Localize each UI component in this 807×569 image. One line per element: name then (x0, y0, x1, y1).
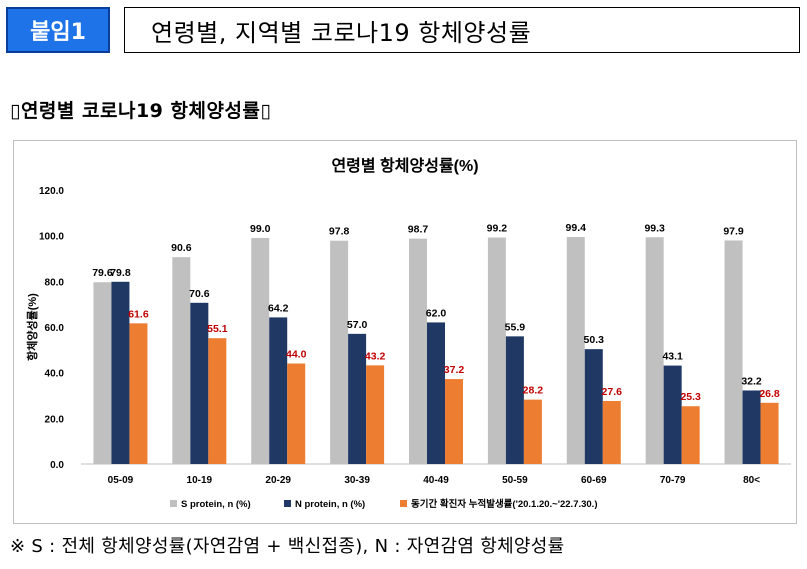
n-protein-bar (427, 322, 445, 464)
x-tick-label: 70-79 (660, 475, 686, 486)
cumulative-incidence-data-label: 28.2 (523, 385, 544, 397)
s-protein-bar (645, 237, 664, 464)
cumulative-incidence-bar (129, 323, 148, 464)
s-protein-legend-label: S protein, n (%) (181, 499, 251, 510)
n-protein-legend-label: N protein, n (%) (295, 499, 365, 510)
n-protein-bar (742, 390, 761, 464)
n-protein-data-label: 57.0 (347, 319, 368, 331)
n-protein-data-label: 32.2 (741, 375, 762, 387)
x-tick-label: 20-29 (265, 475, 291, 486)
s-protein-bar (172, 257, 191, 464)
x-tick-label: 50-59 (502, 475, 528, 486)
n-protein-bar (505, 336, 524, 464)
n-protein-data-label: 79.8 (110, 267, 131, 279)
s-protein-bar (251, 237, 270, 464)
cumulative-incidence-bar (681, 406, 700, 464)
s-protein-data-label: 90.6 (171, 242, 192, 254)
footnote: ※ S : 전체 항체양성률(자연감염 + 백신접종), N : 자연감염 항체… (10, 536, 565, 557)
cumulative-incidence-data-label: 55.1 (207, 323, 228, 335)
cumulative-incidence-data-label: 37.2 (444, 364, 465, 376)
s-protein-bar (409, 238, 427, 464)
cumulative-incidence-data-label: 26.8 (759, 388, 780, 400)
x-tick-label: 80< (743, 475, 760, 486)
s-protein-data-label: 99.2 (487, 222, 508, 234)
y-tick-label: 0.0 (50, 460, 64, 471)
section-subtitle: ▯연령별 코로나19 항체양성률▯ (10, 100, 272, 122)
y-tick-label: 40.0 (45, 369, 65, 380)
cumulative-incidence-bar (760, 402, 779, 464)
cumulative-incidence-data-label: 61.6 (128, 308, 149, 320)
cumulative-incidence-bar (366, 365, 385, 464)
appendix-badge: 붙임1 (6, 7, 110, 53)
x-tick-label: 10-19 (187, 475, 213, 486)
x-tick-label: 40-49 (423, 475, 449, 486)
cumulative-incidence-bar (287, 363, 306, 464)
n-protein-data-label: 62.0 (426, 307, 447, 319)
chart-title: 연령별 항체양성률(%) (331, 156, 478, 175)
n-protein-bar (111, 281, 130, 464)
s-protein-data-label: 99.4 (566, 222, 587, 234)
s-protein-bar (487, 237, 506, 464)
cumulative-incidence-bar (445, 379, 463, 464)
n-protein-data-label: 50.3 (584, 334, 605, 346)
cumulative-incidence-data-label: 44.0 (286, 349, 307, 361)
n-protein-bar (269, 317, 288, 464)
cumulative-incidence-data-label: 27.6 (602, 386, 623, 398)
s-protein-bar (566, 237, 585, 464)
s-protein-data-label: 97.8 (329, 226, 350, 238)
y-tick-label: 120.0 (39, 186, 64, 197)
chart-frame: 연령별 항체양성률(%) 항체양성률(%) 0.0 20.0 40.0 60.0 80.0 1… (13, 140, 797, 524)
s-protein-data-label: 99.3 (644, 222, 665, 234)
s-protein-bar (330, 240, 349, 464)
s-protein-bar (724, 240, 743, 464)
cumulative-incidence-bar (208, 338, 227, 464)
s-protein-data-label: 99.0 (250, 223, 271, 235)
y-tick-label: 20.0 (45, 414, 65, 425)
s-protein-data-label: 98.7 (408, 224, 429, 236)
x-tick-label: 60-69 (581, 475, 607, 486)
y-tick-label: 80.0 (45, 277, 65, 288)
cumulative-incidence-data-label: 43.2 (365, 350, 386, 362)
x-tick-label: 30-39 (344, 475, 370, 486)
n-protein-bar (663, 365, 682, 464)
bar-chart: 연령별 항체양성률(%) 항체양성률(%) 0.0 20.0 40.0 60.0 80.0 1… (25, 156, 791, 510)
s-protein-data-label: 97.9 (723, 225, 744, 237)
y-axis-label: 항체양성률(%) (25, 293, 39, 361)
n-protein-data-label: 55.9 (505, 321, 526, 333)
n-protein-bar (348, 333, 367, 464)
s-protein-data-label: 79.6 (92, 267, 113, 279)
n-protein-data-label: 70.6 (189, 288, 210, 300)
n-protein-bar (190, 302, 209, 464)
n-protein-legend-swatch (284, 500, 291, 507)
cumulative-incidence-bar (523, 399, 542, 464)
s-protein-bar (93, 282, 112, 464)
n-protein-bar (584, 349, 603, 464)
x-tick-label: 05-09 (108, 475, 134, 486)
page-title: 연령별, 지역별 코로나19 항체양성률 (124, 7, 800, 53)
s-protein-legend-swatch (170, 500, 177, 507)
y-tick-label: 60.0 (45, 323, 65, 334)
cumulative-incidence-legend-swatch (400, 500, 407, 507)
n-protein-data-label: 64.2 (268, 302, 289, 314)
n-protein-data-label: 43.1 (662, 351, 683, 363)
y-tick-label: 100.0 (39, 232, 64, 243)
cumulative-incidence-bar (602, 400, 621, 464)
cumulative-incidence-data-label: 25.3 (680, 391, 701, 403)
cumulative-incidence-legend-label: 동기간 확진자 누적발생률('20.1.20.~'22.7.30.) (411, 498, 597, 510)
